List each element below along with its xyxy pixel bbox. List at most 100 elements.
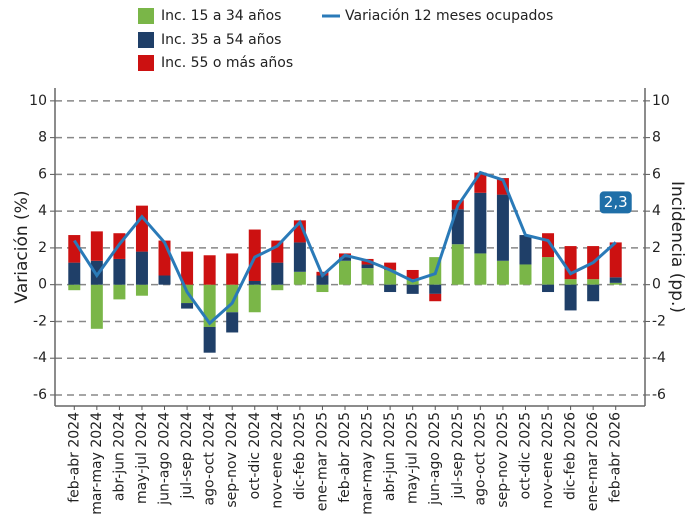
legend-swatch [138, 32, 154, 48]
bar-segment [135, 205, 148, 252]
y-tick-label: 2 [38, 240, 47, 256]
bar-segment [587, 284, 600, 302]
legend-swatch [138, 55, 154, 71]
x-tick-label: nov-ene 2025 [540, 412, 556, 509]
x-tick-label: oct-dic 2024 [247, 412, 263, 499]
x-tick-label: ago-oct 2024 [202, 412, 218, 506]
y2-tick-label: 0 [652, 277, 661, 293]
bar-segment [474, 253, 487, 285]
bar-segment [542, 257, 555, 285]
bar-segment [203, 284, 216, 327]
bar-segment [68, 235, 81, 263]
x-tick-label: jun-ago 2025 [427, 412, 443, 506]
bar-segment [406, 284, 419, 294]
bar-segment [90, 284, 103, 329]
bar-segment [271, 240, 284, 263]
bar-segment [406, 269, 419, 280]
y-tick-label: -2 [33, 313, 47, 329]
legend-label: Inc. 35 a 54 años [161, 32, 281, 48]
x-tick-label: sep-nov 2025 [495, 412, 511, 508]
bar-segment [158, 275, 171, 285]
x-tick-label: ago-oct 2025 [472, 412, 488, 505]
x-tick-label: nov-ene 2024 [269, 412, 285, 509]
bar-segment [203, 255, 216, 285]
bar-segment [429, 293, 442, 302]
bar-segment [226, 253, 239, 285]
bar-segment [519, 235, 532, 265]
bar-segment [248, 281, 261, 285]
value-label: 2,3 [604, 193, 628, 211]
y2-tick-label: -2 [652, 313, 666, 329]
y-tick-label: -6 [33, 387, 47, 403]
bar-segment [587, 279, 600, 285]
legend-swatch [138, 8, 154, 24]
bar-segment [384, 284, 397, 293]
bar-segment [361, 264, 374, 269]
x-tick-label: jul-sep 2024 [179, 412, 195, 500]
bar-segment [339, 260, 351, 285]
y2-tick-label: -4 [652, 350, 666, 366]
x-tick-label: jul-sep 2025 [450, 412, 466, 500]
bar-segment [248, 284, 261, 313]
bar-segment [203, 326, 216, 353]
bar-segment [564, 279, 577, 285]
bar-segment [316, 275, 329, 285]
bar-segment [496, 260, 509, 285]
y2-tick-label: -6 [652, 387, 666, 403]
bar-segment [68, 262, 81, 285]
x-tick-label: sep-nov 2024 [224, 412, 240, 508]
bar-segment [496, 194, 509, 261]
x-tick-label: feb-abr 2026 [608, 412, 624, 503]
bar-segment [474, 172, 487, 193]
bar-segment [113, 258, 126, 285]
bar-segment [339, 257, 351, 261]
line-series [73, 170, 617, 326]
x-tick-label: dic-feb 2026 [563, 412, 579, 500]
bar-segment [181, 251, 194, 285]
bar-segment [226, 312, 239, 333]
bar-segment [564, 284, 577, 311]
y2-tick-label: 8 [652, 130, 661, 146]
bar-segment [293, 242, 306, 272]
x-tick-label: mar-may 2025 [360, 412, 376, 515]
bar-segment [609, 242, 622, 278]
x-tick-label: ene-mar 2026 [585, 412, 601, 511]
x-tick-label: feb-abr 2024 [66, 412, 82, 503]
bar-segment [293, 271, 306, 285]
bar-segment [271, 262, 284, 285]
y2-tick-label: 4 [652, 203, 661, 219]
x-tick-label: dic-feb 2025 [292, 412, 308, 500]
x-tick-label: may-jul 2025 [405, 412, 421, 504]
bar-segment [361, 268, 374, 285]
x-tick-label: oct-dic 2025 [517, 412, 533, 499]
bar-segment [316, 284, 329, 293]
y2-tick-label: 10 [652, 93, 670, 109]
bar-segment [90, 231, 103, 261]
legend-label: Variación 12 meses ocupados [345, 8, 553, 24]
bar-segment [609, 282, 622, 285]
x-tick-label: mar-may 2024 [89, 412, 105, 515]
y-axis-label: Variación (%) [12, 191, 32, 304]
bar-segment [68, 284, 81, 291]
bar-segment [135, 251, 148, 285]
bar-segment [135, 284, 148, 296]
y-tick-label: 4 [38, 203, 47, 219]
bar-segment [609, 277, 622, 283]
bar-segment [451, 244, 464, 285]
value-label-box [599, 191, 632, 214]
x-tick-label: may-jul 2024 [134, 412, 150, 504]
legend-label: Inc. 55 o más años [161, 55, 293, 71]
y-tick-label: 0 [38, 277, 47, 293]
bar-segment [474, 192, 487, 254]
x-tick-label: abr-jun 2024 [111, 412, 127, 501]
y-tick-label: 8 [38, 130, 47, 146]
bar-segment [271, 284, 284, 291]
y-tick-label: 6 [38, 166, 47, 182]
y-tick-label: 10 [29, 93, 47, 109]
bar-segment [429, 284, 442, 294]
x-tick-label: jun-ago 2024 [157, 412, 173, 506]
bar-segment [542, 284, 555, 293]
bar-segment [248, 229, 261, 282]
x-tick-label: abr-jun 2025 [382, 412, 398, 501]
